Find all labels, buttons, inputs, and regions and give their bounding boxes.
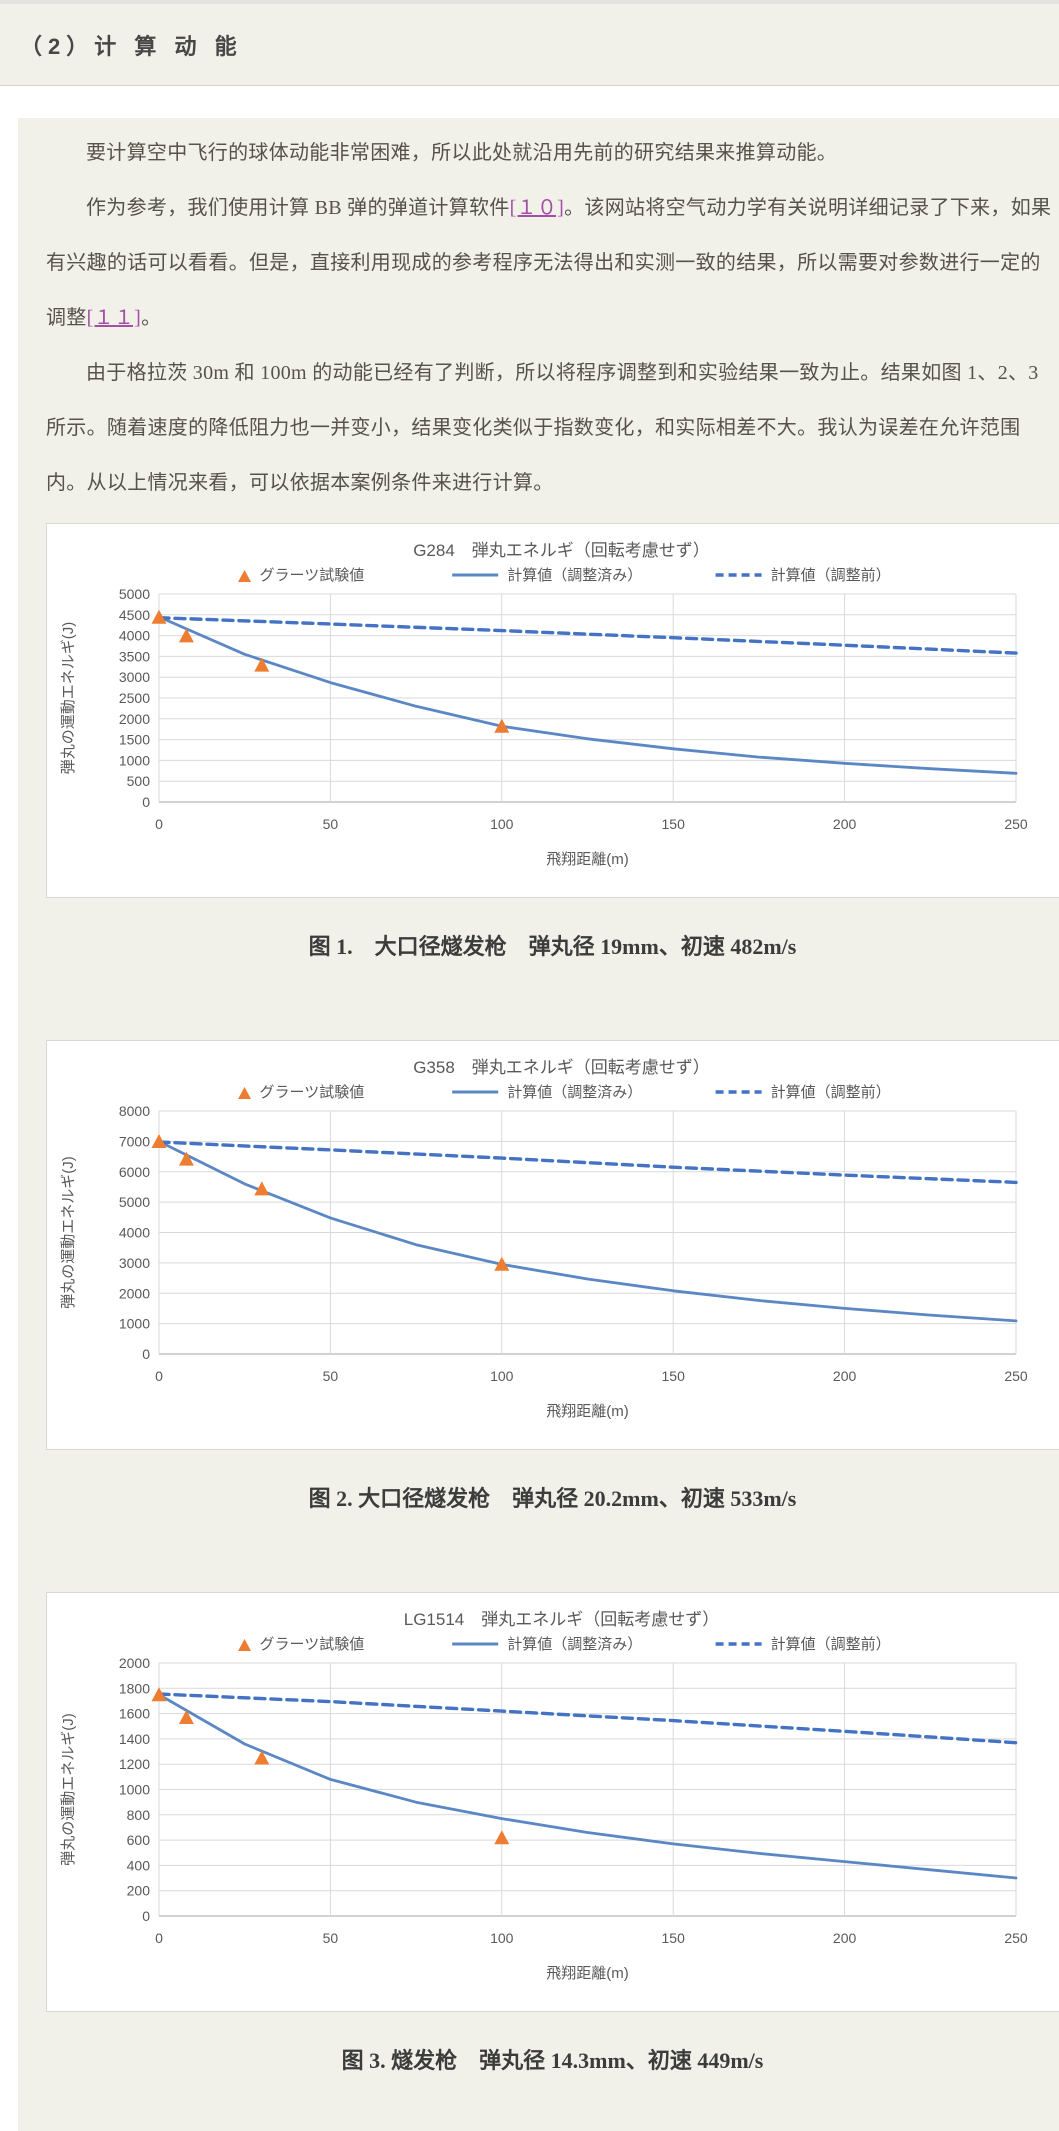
svg-text:600: 600 (127, 1832, 151, 1848)
svg-text:3000: 3000 (119, 669, 150, 685)
svg-text:250: 250 (1004, 1930, 1028, 1946)
svg-text:0: 0 (142, 794, 150, 810)
figure-2-chart-panel: 0 1000 2000 3000 4000 5000 6000 7000 8000 0 50 100 1… (46, 1040, 1059, 1450)
svg-text:3500: 3500 (119, 648, 150, 664)
svg-text:LG1514 弾丸エネルギ（回転考慮せず）: LG1514 弾丸エネルギ（回転考慮せず） (404, 1610, 720, 1629)
svg-text:0: 0 (155, 1368, 163, 1384)
svg-text:グラーツ試験値: グラーツ試験値 (260, 1636, 365, 1653)
svg-text:150: 150 (662, 1368, 686, 1384)
svg-text:100: 100 (490, 816, 514, 832)
chart-lg1514: 0 200 400 600 800 1000 1200 1400 1600 1800 2000 0 50… (60, 1610, 1028, 1982)
svg-text:250: 250 (1004, 1368, 1028, 1384)
svg-text:飛翔距離(m): 飛翔距離(m) (546, 1402, 629, 1420)
svg-text:1200: 1200 (119, 1756, 150, 1772)
chart-g358: 0 1000 2000 3000 4000 5000 6000 7000 8000 0 50 100 1… (60, 1058, 1028, 1420)
svg-text:0: 0 (142, 1908, 150, 1924)
paragraph-1: 要计算空中飞行的球体动能非常困难，所以此处就沿用先前的研究结果来推算动能。 (86, 142, 838, 164)
svg-text:7000: 7000 (119, 1133, 150, 1149)
svg-text:4500: 4500 (119, 607, 150, 623)
svg-text:1000: 1000 (119, 1316, 150, 1332)
svg-text:150: 150 (662, 1930, 686, 1946)
svg-text:5000: 5000 (119, 1194, 150, 1210)
svg-text:50: 50 (323, 816, 339, 832)
svg-text:150: 150 (662, 816, 686, 832)
top-divider (0, 0, 1059, 4)
chart-g284: 0500100015002000250030003500400045005000… (60, 541, 1028, 868)
svg-text:0: 0 (155, 1930, 163, 1946)
article-content-panel: 要计算空中飞行的球体动能非常困难，所以此处就沿用先前的研究结果来推算动能。 作为… (18, 118, 1059, 2131)
svg-text:2000: 2000 (119, 1655, 150, 1671)
svg-text:計算値（調整前）: 計算値（調整前） (771, 1635, 891, 1653)
svg-text:200: 200 (833, 1368, 857, 1384)
figure-2-caption: 图 2. 大口径燧发枪 弹丸径 20.2mm、初速 533m/s (308, 1486, 797, 1511)
svg-text:500: 500 (127, 773, 151, 789)
figure-3-caption: 图 3. 燧发枪 弹丸径 14.3mm、初速 449m/s (341, 2048, 764, 2073)
svg-text:1500: 1500 (119, 732, 150, 748)
svg-text:2500: 2500 (119, 690, 150, 706)
svg-text:200: 200 (127, 1883, 151, 1899)
svg-text:6000: 6000 (119, 1164, 150, 1180)
svg-text:4000: 4000 (119, 1225, 150, 1241)
reference-link-11[interactable]: [１１] (86, 307, 142, 329)
svg-text:200: 200 (833, 816, 857, 832)
svg-text:100: 100 (490, 1930, 514, 1946)
svg-text:グラーツ試験値: グラーツ試験値 (260, 567, 365, 584)
svg-text:800: 800 (127, 1807, 151, 1823)
svg-text:50: 50 (323, 1368, 339, 1384)
svg-text:弾丸の運動エネルギ(J): 弾丸の運動エネルギ(J) (60, 1713, 77, 1866)
svg-text:1400: 1400 (119, 1731, 150, 1747)
svg-text:計算値（調整済み）: 計算値（調整済み） (507, 1083, 642, 1101)
reference-link-10[interactable]: [１０] (509, 197, 565, 219)
svg-text:弾丸の運動エネルギ(J): 弾丸の運動エネルギ(J) (60, 622, 77, 775)
svg-text:4000: 4000 (119, 628, 150, 644)
svg-text:グラーツ試験値: グラーツ試験値 (260, 1084, 365, 1101)
figure-1-caption: 图 1. 大口径燧发枪 弹丸径 19mm、初速 482m/s (308, 934, 797, 959)
svg-text:計算値（調整済み）: 計算値（調整済み） (507, 1635, 642, 1653)
paragraph-2-text-c: 。 (141, 307, 162, 329)
figure-1-chart-panel: 0 500 1000 1500 2000 2500 3000 3500 4000 4500 5000… (46, 523, 1059, 898)
section-header: （2）计 算 动 能 (0, 4, 1059, 86)
svg-text:400: 400 (127, 1857, 151, 1873)
svg-text:0: 0 (142, 1346, 150, 1362)
svg-text:飛翔距離(m): 飛翔距離(m) (546, 1964, 629, 1982)
paragraph-2-text-a: 作为参考，我们使用计算 BB 弹的弹道计算软件 (86, 197, 510, 219)
svg-text:計算値（調整済み）: 計算値（調整済み） (507, 566, 642, 584)
section-title: （2）计 算 动 能 (20, 33, 243, 59)
paragraph-2: 作为参考，我们使用计算 BB 弹的弹道计算软件[１０]。该网站将空气动力学有关说… (46, 181, 1059, 346)
svg-text:計算値（調整前）: 計算値（調整前） (771, 1083, 891, 1101)
svg-text:0: 0 (155, 816, 163, 832)
svg-text:3000: 3000 (119, 1255, 150, 1271)
svg-text:計算値（調整前）: 計算値（調整前） (771, 566, 891, 584)
paragraph-3: 由于格拉茨 30m 和 100m 的动能已经有了判断，所以将程序调整到和实验结果… (46, 362, 1039, 494)
svg-text:100: 100 (490, 1368, 514, 1384)
svg-text:8000: 8000 (119, 1103, 150, 1119)
svg-text:250: 250 (1004, 816, 1028, 832)
svg-text:G284 弾丸エネルギ（回転考慮せず）: G284 弾丸エネルギ（回転考慮せず） (413, 541, 710, 560)
figure-3-chart-panel: 0 200 400 600 800 1000 1200 1400 1600 1800 2000 0 50… (46, 1592, 1059, 2012)
svg-text:5000: 5000 (119, 586, 150, 602)
svg-text:1000: 1000 (119, 752, 150, 768)
svg-text:G358 弾丸エネルギ（回転考慮せず）: G358 弾丸エネルギ（回転考慮せず） (413, 1058, 710, 1077)
svg-text:2000: 2000 (119, 1285, 150, 1301)
svg-text:200: 200 (833, 1930, 857, 1946)
svg-text:飛翔距離(m): 飛翔距離(m) (546, 850, 629, 868)
svg-text:1000: 1000 (119, 1782, 150, 1798)
svg-text:1800: 1800 (119, 1680, 150, 1696)
svg-text:1600: 1600 (119, 1706, 150, 1722)
paragraph-2-text-b: 。该网站将空气动力学有关说明详细记录了下来，如果有兴趣的话可以看看。但是，直接利… (46, 197, 1052, 329)
svg-text:50: 50 (323, 1930, 339, 1946)
svg-text:2000: 2000 (119, 711, 150, 727)
svg-text:弾丸の運動エネルギ(J): 弾丸の運動エネルギ(J) (60, 1156, 77, 1309)
